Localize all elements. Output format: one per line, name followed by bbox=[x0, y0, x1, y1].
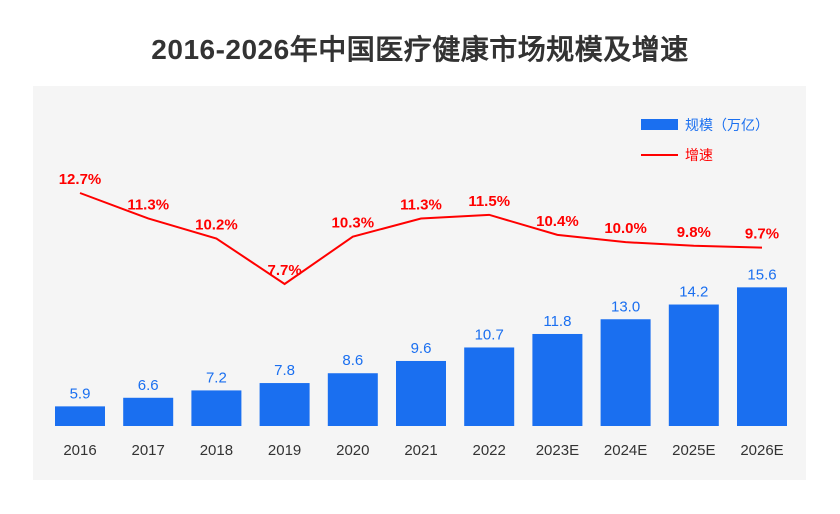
bar-label-2024E: 13.0 bbox=[611, 298, 640, 315]
bar-2021 bbox=[396, 360, 446, 426]
bar-2020 bbox=[327, 373, 378, 426]
x-tick-2017: 2017 bbox=[132, 442, 165, 459]
line-label-2026E: 9.7% bbox=[745, 226, 779, 243]
bar-2016 bbox=[55, 406, 105, 426]
x-tick-2025E: 2025E bbox=[672, 442, 715, 459]
legend-bar-swatch bbox=[641, 119, 678, 130]
legend-bar-label: 规模（万亿） bbox=[685, 118, 769, 134]
x-tick-2024E: 2024E bbox=[604, 442, 647, 459]
line-label-2022: 11.5% bbox=[468, 193, 510, 210]
x-tick-2023E: 2023E bbox=[536, 442, 579, 459]
bar-2026E bbox=[737, 287, 787, 426]
x-tick-2018: 2018 bbox=[200, 442, 233, 459]
bar-label-2020: 8.6 bbox=[342, 352, 363, 369]
bar-2023E bbox=[532, 333, 583, 426]
line-label-2023E: 10.4% bbox=[536, 213, 579, 230]
bar-label-2018: 7.2 bbox=[206, 369, 227, 386]
bar-2022 bbox=[464, 347, 515, 426]
bar-label-2025E: 14.2 bbox=[679, 284, 708, 301]
chart-title: 2016-2026年中国医疗健康市场规模及增速 bbox=[151, 34, 689, 65]
bar-2025E bbox=[668, 304, 719, 426]
line-label-2020: 10.3% bbox=[332, 215, 375, 232]
x-tick-2016: 2016 bbox=[63, 442, 96, 459]
line-label-2019: 7.7% bbox=[267, 262, 301, 279]
bar-label-2016: 5.9 bbox=[70, 385, 91, 402]
bar-2024E bbox=[600, 319, 651, 426]
line-label-2021: 11.3% bbox=[400, 196, 442, 213]
line-label-2018: 10.2% bbox=[195, 217, 238, 234]
bar-label-2021: 9.6 bbox=[411, 340, 432, 357]
bar-label-2023E: 11.8 bbox=[543, 313, 571, 330]
x-tick-2019: 2019 bbox=[268, 442, 301, 459]
bar-2017 bbox=[123, 397, 174, 426]
line-label-2017: 11.3% bbox=[127, 196, 169, 213]
bar-2018 bbox=[191, 390, 242, 426]
line-label-2024E: 10.0% bbox=[604, 220, 647, 237]
bar-label-2022: 10.7 bbox=[475, 326, 504, 343]
bar-2019 bbox=[259, 383, 310, 426]
bar-label-2026E: 15.6 bbox=[747, 266, 776, 283]
legend-line-label: 增速 bbox=[685, 148, 713, 164]
line-label-2025E: 9.8% bbox=[677, 224, 711, 241]
bar-label-2019: 7.8 bbox=[274, 362, 295, 379]
x-tick-2022: 2022 bbox=[473, 442, 506, 459]
bar-label-2017: 6.6 bbox=[138, 377, 159, 394]
x-tick-2026E: 2026E bbox=[740, 442, 783, 459]
x-tick-2020: 2020 bbox=[336, 442, 369, 459]
line-label-2016: 12.7% bbox=[59, 171, 102, 188]
growth-line bbox=[79, 192, 763, 286]
x-tick-2021: 2021 bbox=[404, 442, 437, 459]
